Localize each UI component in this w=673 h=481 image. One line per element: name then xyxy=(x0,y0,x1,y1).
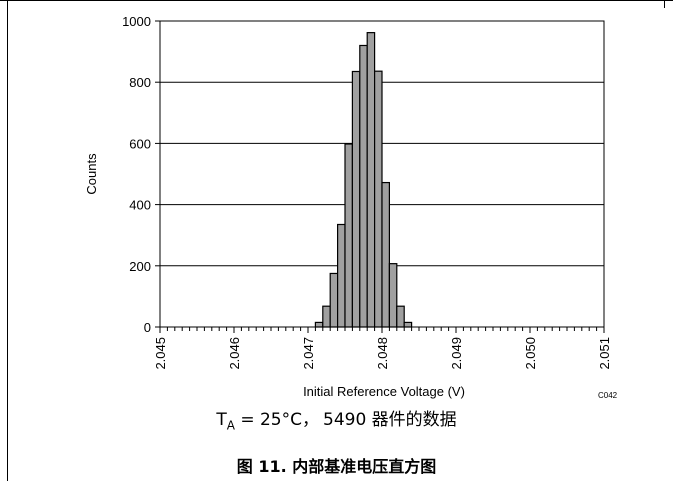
histogram-bar xyxy=(374,70,383,328)
y-tick-label: 0 xyxy=(144,320,151,335)
tick-layer: 0 200 400 600 800 1000 2.045 2.046 2.047 2.048 2.0… xyxy=(122,14,612,370)
subcaption-device-count: 5490 器件的数据 xyxy=(323,410,457,430)
y-tick-label: 600 xyxy=(129,136,151,151)
left-border-line xyxy=(7,0,8,481)
top-border-line xyxy=(0,0,673,1)
histogram-bar xyxy=(344,143,354,328)
bar-layer xyxy=(314,32,413,328)
y-tick-label: 400 xyxy=(129,198,151,213)
histogram-bar xyxy=(351,70,361,328)
histogram-bar xyxy=(381,181,391,328)
histogram-bar xyxy=(314,321,324,328)
y-tick-label: 1000 xyxy=(122,14,151,29)
x-tick-label: 2.045 xyxy=(153,337,168,370)
x-tick-label: 2.048 xyxy=(375,337,390,370)
chart-subcaption: TA = 25°C， 5490 器件的数据 xyxy=(0,405,673,432)
x-tick-label: 2.047 xyxy=(301,337,316,370)
histogram-bar xyxy=(359,44,368,328)
subcaption-prefix: T xyxy=(216,410,227,430)
right-border-tick xyxy=(664,0,665,8)
histogram-bar xyxy=(366,32,376,328)
x-tick-label: 2.050 xyxy=(523,337,538,370)
histogram-bar xyxy=(403,321,413,328)
histogram-bar xyxy=(396,305,405,328)
subcaption-subscript: A xyxy=(226,418,235,433)
figure-caption: 图 11. 内部基准电压直方图 xyxy=(236,457,437,476)
y-axis-label: Counts xyxy=(84,153,99,195)
x-tick-label: 2.051 xyxy=(597,337,612,370)
figure-code: C042 xyxy=(598,391,618,400)
histogram-bar xyxy=(329,272,339,328)
y-tick-label: 200 xyxy=(129,259,151,274)
x-axis-label: Initial Reference Voltage (V) xyxy=(303,384,465,399)
y-tick-label: 800 xyxy=(129,75,151,90)
histogram-bar xyxy=(337,223,346,328)
x-tick-label: 2.046 xyxy=(227,337,242,370)
histogram-bar xyxy=(388,263,398,328)
histogram-bar xyxy=(322,305,331,328)
x-tick-label: 2.049 xyxy=(449,337,464,370)
subcaption-condition: = 25°C， xyxy=(234,410,319,430)
